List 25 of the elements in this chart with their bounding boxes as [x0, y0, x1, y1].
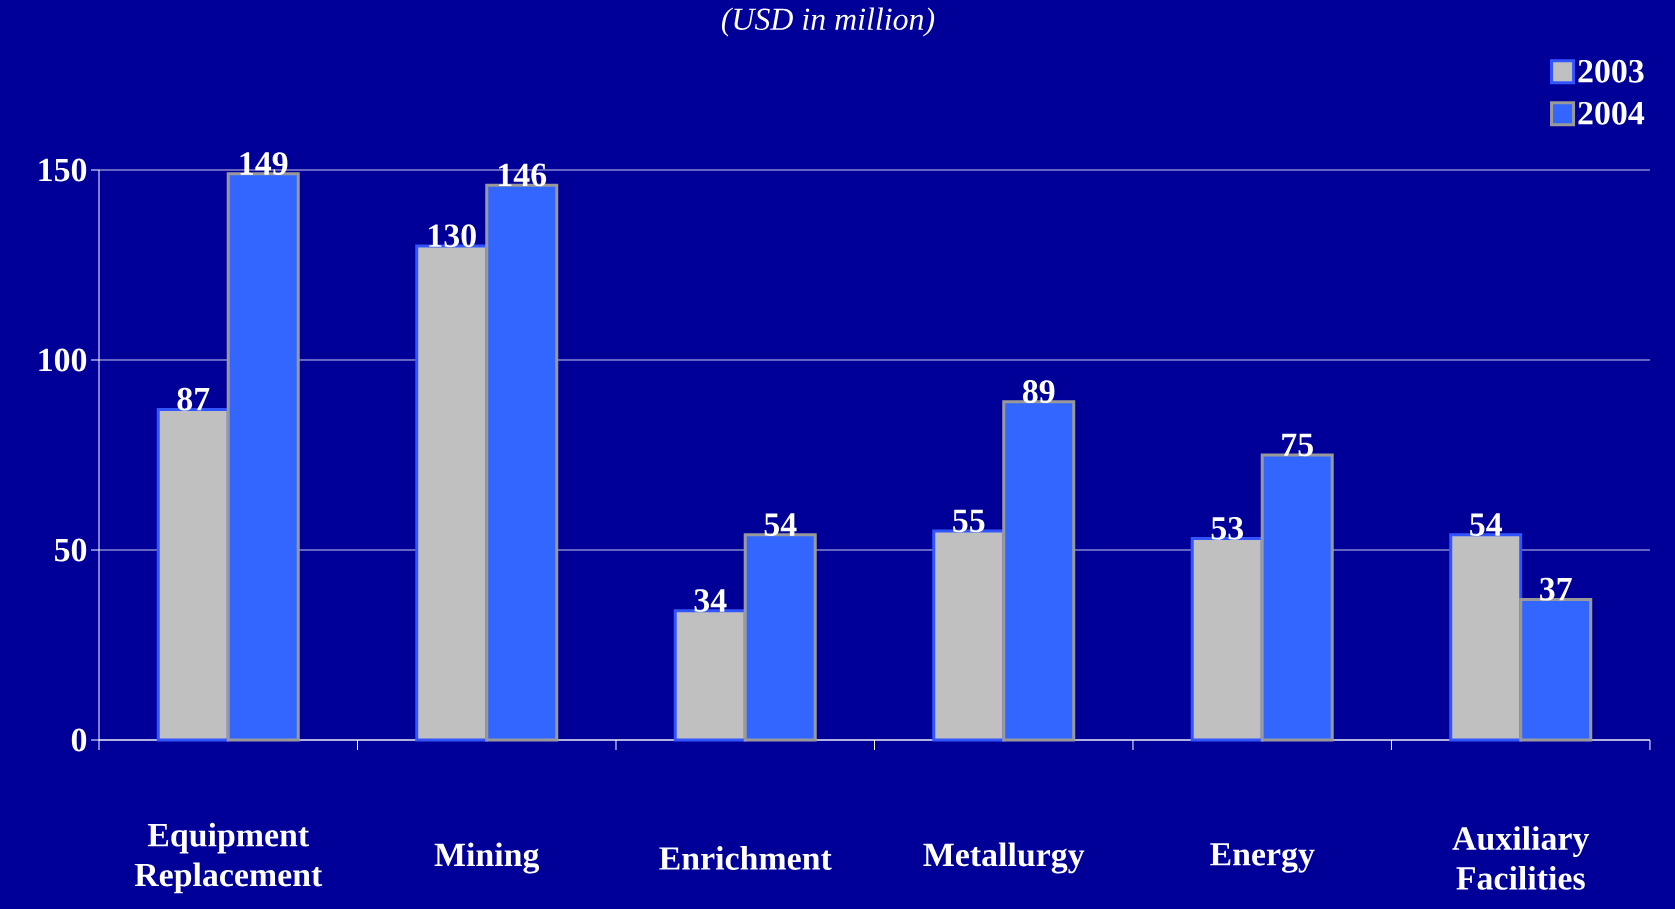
y-tick-label: 0: [71, 728, 87, 752]
x-tick-label: Metallurgy: [923, 842, 1085, 874]
legend-label: 2004: [1578, 101, 1645, 125]
x-tick-label: Energy: [1210, 843, 1315, 873]
data-label: 53: [1211, 517, 1244, 540]
y-tick-label: 100: [39, 348, 87, 372]
y-tick-label: 50: [54, 538, 87, 562]
x-tick-label: Mining: [434, 842, 540, 874]
data-label: 37: [1540, 577, 1572, 601]
data-label: 87: [177, 387, 210, 411]
data-label: 146: [499, 163, 547, 187]
y-tick-label: 150: [39, 158, 87, 182]
legend-label: 2003: [1578, 59, 1644, 83]
data-label: 149: [240, 152, 288, 175]
x-tick-label: Auxiliary Facilities: [1452, 826, 1590, 890]
chart-title: (USD in million): [721, 7, 935, 37]
data-label: 34: [694, 589, 727, 612]
data-label: 130: [429, 224, 476, 248]
data-label: 54: [764, 513, 797, 536]
x-tick-label: Enrichment: [659, 846, 832, 870]
x-tick-label: Equipment Replacement: [134, 822, 323, 894]
data-label: 75: [1282, 433, 1313, 457]
data-label: 89: [1022, 380, 1055, 403]
data-label: 54: [1470, 513, 1503, 536]
data-label: 55: [953, 509, 985, 533]
